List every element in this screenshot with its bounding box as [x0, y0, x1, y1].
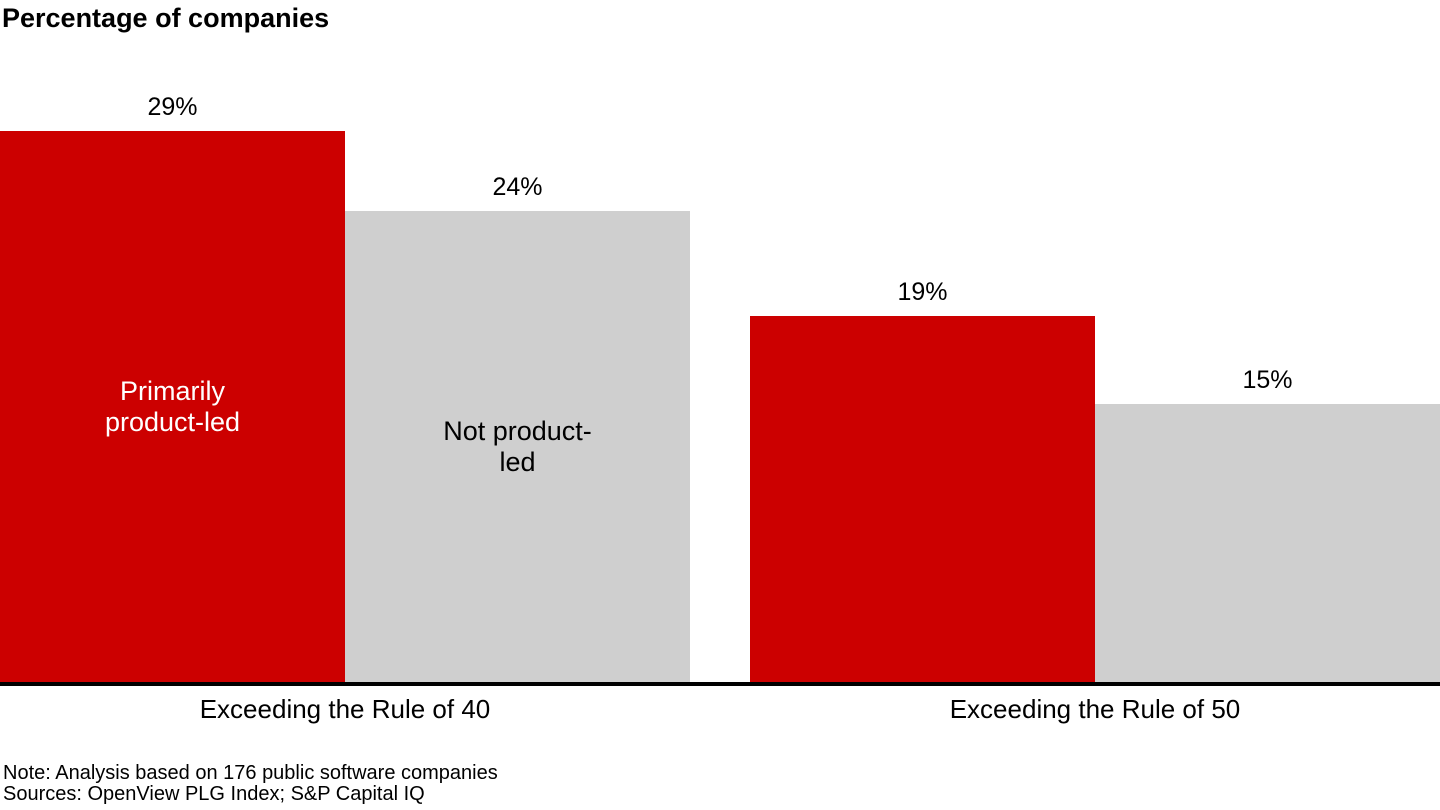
category-label-rule-of-50: Exceeding the Rule of 50 [949, 694, 1241, 724]
bar-not-rule-of-50 [1095, 404, 1440, 682]
sources-text: Sources: OpenView PLG Index; S&P Capital… [3, 783, 425, 805]
value-label-not-rule-of-40: 24% [492, 173, 543, 201]
value-label-primarily-rule-of-50: 19% [897, 278, 948, 306]
series-label-primarily-product-led: Primarily product-led [104, 376, 241, 437]
bar-not-rule-of-40: Not product-led [345, 211, 690, 682]
category-label-rule-of-40: Exceeding the Rule of 40 [199, 694, 491, 724]
bar-primarily-rule-of-40: Primarily product-led [0, 131, 345, 682]
x-axis-line [0, 682, 1440, 686]
value-label-not-rule-of-50: 15% [1242, 366, 1293, 394]
value-label-primarily-rule-of-40: 29% [147, 93, 198, 121]
note-text: Note: Analysis based on 176 public softw… [3, 762, 498, 784]
chart-title: Percentage of companies [2, 3, 330, 33]
series-label-not-product-led: Not product-led [443, 416, 592, 477]
footer: Note: Analysis based on 176 public softw… [3, 763, 498, 805]
bar-primarily-rule-of-50 [750, 316, 1095, 682]
